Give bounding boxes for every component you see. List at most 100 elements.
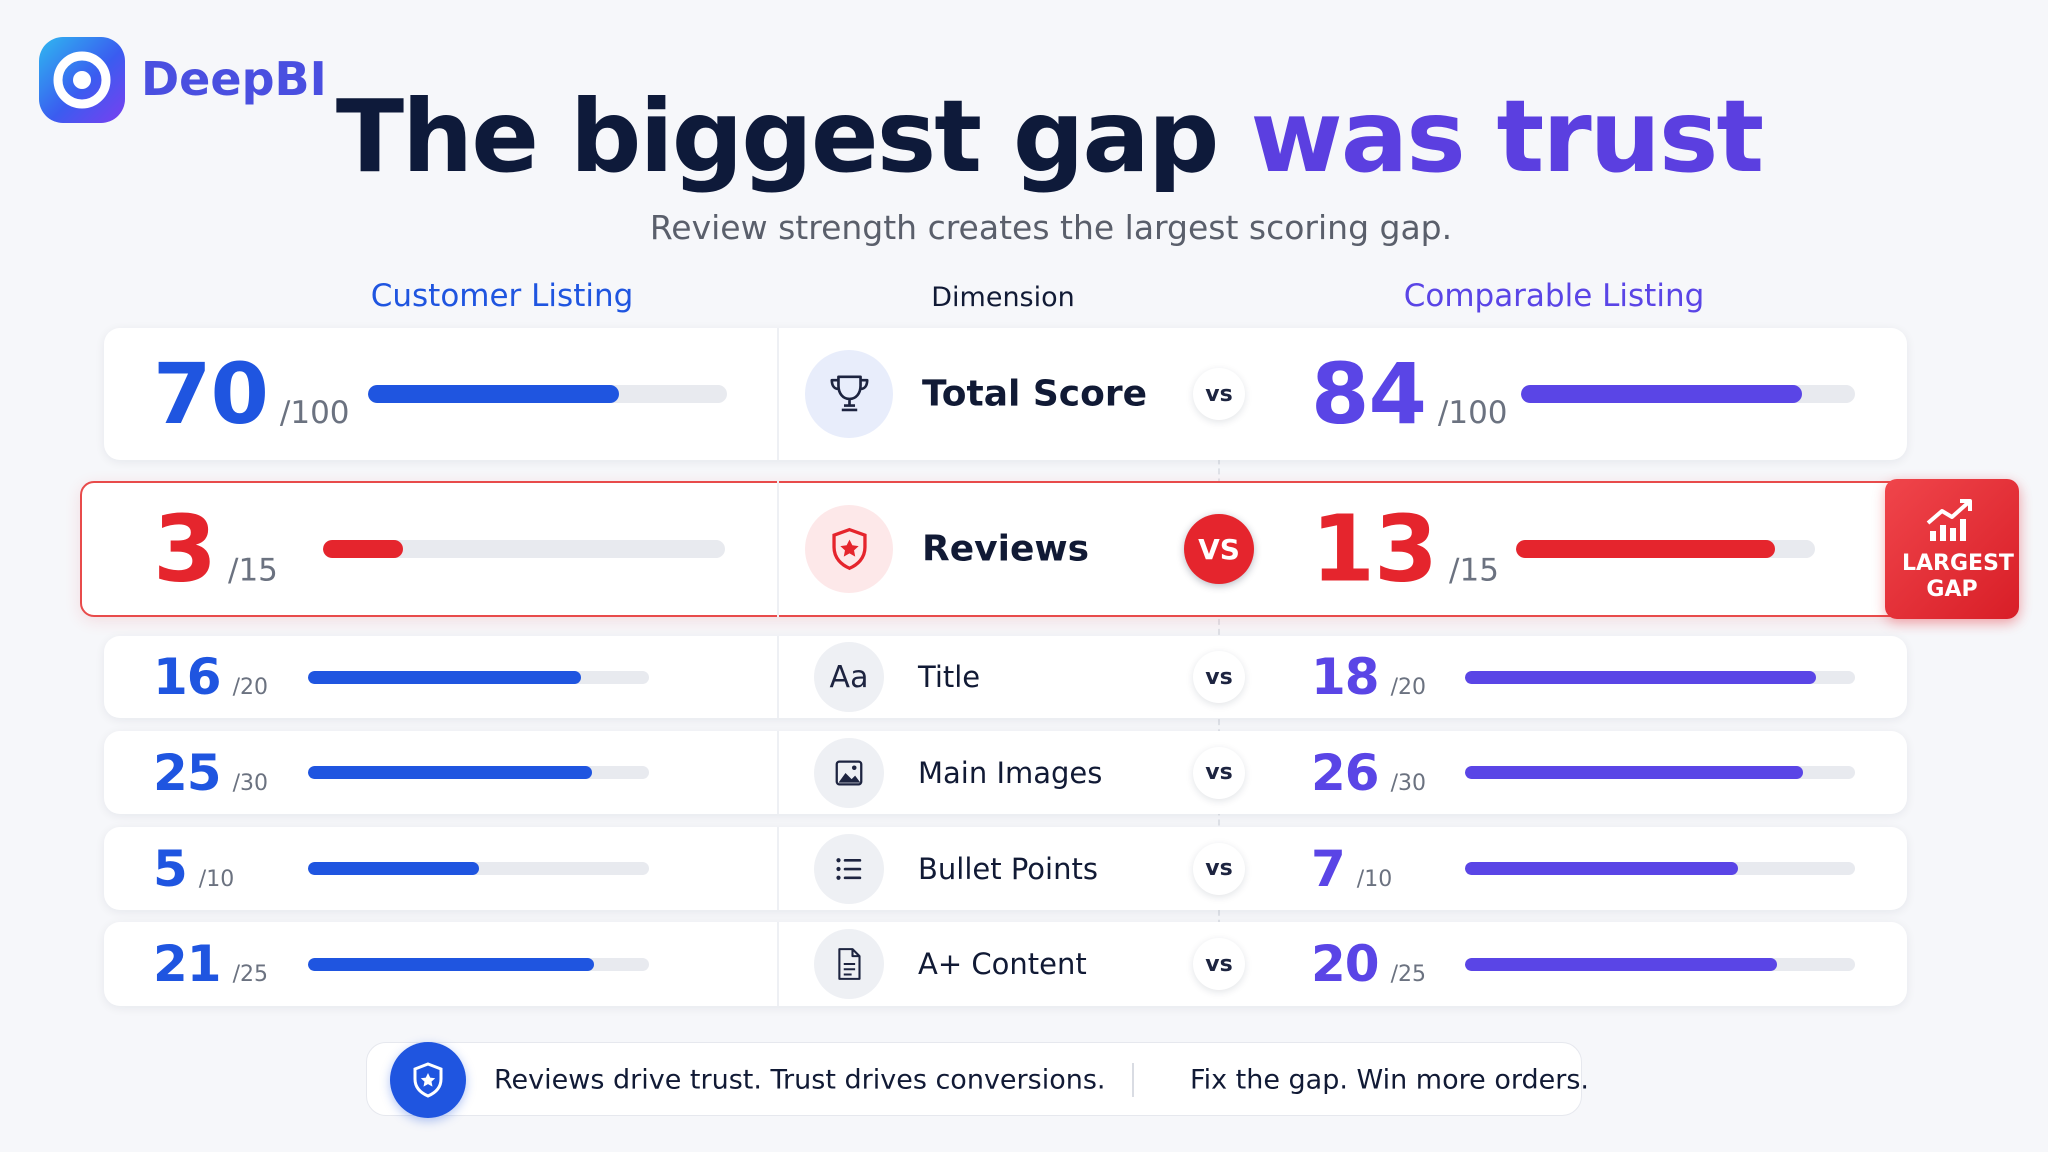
dimension-label: A+ Content xyxy=(918,947,1087,981)
bar xyxy=(1465,766,1803,779)
score-max: /15 xyxy=(228,552,278,589)
logo-mark xyxy=(53,51,111,109)
score-max: /100 xyxy=(1437,395,1508,431)
vs-label: vs xyxy=(1205,951,1233,977)
score-max: /20 xyxy=(232,675,268,700)
score: 26/30 xyxy=(1311,744,1426,802)
score-max: /25 xyxy=(1390,962,1426,987)
score: 20/25 xyxy=(1311,935,1426,993)
score-max: /10 xyxy=(198,866,235,892)
bar xyxy=(323,540,404,558)
bar-track xyxy=(1465,670,1855,684)
bar-track xyxy=(308,766,649,779)
score: 18/20 xyxy=(1311,648,1426,706)
bar xyxy=(308,862,479,875)
score: 16/20 xyxy=(153,648,268,706)
score-value: 26 xyxy=(1311,743,1380,802)
vs-label: vs xyxy=(1205,381,1233,407)
score-max: /100 xyxy=(279,395,350,431)
dimension-icon xyxy=(805,505,893,593)
score-value: 18 xyxy=(1311,648,1380,706)
bar xyxy=(1521,385,1802,403)
title: The biggest gap was trust xyxy=(0,78,2048,195)
score-value: 70 xyxy=(153,345,269,443)
dimension-icon xyxy=(814,929,884,999)
bar-track xyxy=(1465,766,1855,779)
bar xyxy=(308,957,595,971)
score-max: /15 xyxy=(1449,552,1499,589)
badge-label: LARGEST GAP xyxy=(1902,551,2014,602)
bar xyxy=(308,766,593,779)
score-max: /10 xyxy=(1356,866,1393,892)
vs-badge: vs xyxy=(1184,514,1254,584)
score-value: 5 xyxy=(153,839,188,898)
vs-badge: vs xyxy=(1193,938,1245,990)
column-divider xyxy=(777,731,779,814)
title-main: The biggest gap xyxy=(335,78,1220,195)
score: 70/100 xyxy=(153,345,350,443)
vs-badge: vs xyxy=(1193,651,1245,703)
vs-label: vs xyxy=(1205,760,1233,785)
dimension-icon xyxy=(814,737,884,808)
dimension-icon xyxy=(814,833,884,904)
bar xyxy=(1465,862,1738,875)
badge: LARGEST GAP xyxy=(1885,479,2019,619)
dimension-label: Total Score xyxy=(922,373,1148,415)
score: 7/10 xyxy=(1311,840,1392,898)
dimension-label: Bullet Points xyxy=(918,851,1098,886)
bar xyxy=(1465,957,1777,971)
score: 5/10 xyxy=(153,840,234,898)
header-customer: Customer Listing xyxy=(370,278,634,314)
bar xyxy=(368,385,620,403)
dimension-icon xyxy=(805,350,893,438)
title-accent: was trust xyxy=(1250,78,1764,195)
score-value: 16 xyxy=(153,648,222,706)
header-comparable: Comparable Listing xyxy=(1403,278,1705,314)
bar-track xyxy=(1465,862,1855,875)
score: 21/25 xyxy=(153,935,268,993)
bar xyxy=(1465,670,1816,684)
brand: DeepBI xyxy=(141,52,327,106)
icon xyxy=(831,527,867,570)
column-divider xyxy=(777,328,779,460)
dimension-label: Title xyxy=(918,660,981,694)
dimension-icon: Aa xyxy=(814,642,884,712)
score-value: 25 xyxy=(153,743,222,802)
footer-icon xyxy=(390,1042,466,1118)
score-value: 84 xyxy=(1311,345,1427,443)
score: 84/100 xyxy=(1311,345,1508,443)
score-value: 3 xyxy=(153,495,217,603)
score-value: 20 xyxy=(1311,935,1380,993)
shield-icon xyxy=(413,1062,443,1098)
bar-track xyxy=(308,957,649,971)
icon xyxy=(838,948,861,980)
bar-track xyxy=(308,670,649,684)
vs-label: vs xyxy=(1198,532,1240,566)
icon xyxy=(835,759,863,786)
score-max: /30 xyxy=(232,770,268,796)
column-divider xyxy=(777,922,779,1006)
footer: Reviews drive trust. Trust drives conver… xyxy=(366,1042,1589,1118)
dimension-label: Main Images xyxy=(918,755,1103,790)
vs-label: vs xyxy=(1205,856,1233,881)
vs-badge: vs xyxy=(1193,746,1245,799)
bar xyxy=(308,670,581,684)
bar-track xyxy=(1465,957,1855,971)
footer-divider xyxy=(1132,1063,1134,1097)
icon-text: Aa xyxy=(829,659,869,695)
score-max: /20 xyxy=(1390,675,1426,700)
footer-left: Reviews drive trust. Trust drives conver… xyxy=(494,1064,1106,1096)
bar-track xyxy=(368,385,727,403)
footer-right: Fix the gap. Win more orders. xyxy=(1190,1064,1589,1096)
vs-badge: vs xyxy=(1193,842,1245,895)
vs-label: vs xyxy=(1205,664,1233,690)
score-value: 21 xyxy=(153,935,222,993)
column-divider xyxy=(777,481,779,617)
score-max: /25 xyxy=(232,962,268,987)
subtitle: Review strength creates the largest scor… xyxy=(649,208,1453,247)
column-divider xyxy=(777,636,779,718)
bar-track xyxy=(323,540,725,558)
icon xyxy=(830,375,868,411)
icon xyxy=(836,857,862,880)
